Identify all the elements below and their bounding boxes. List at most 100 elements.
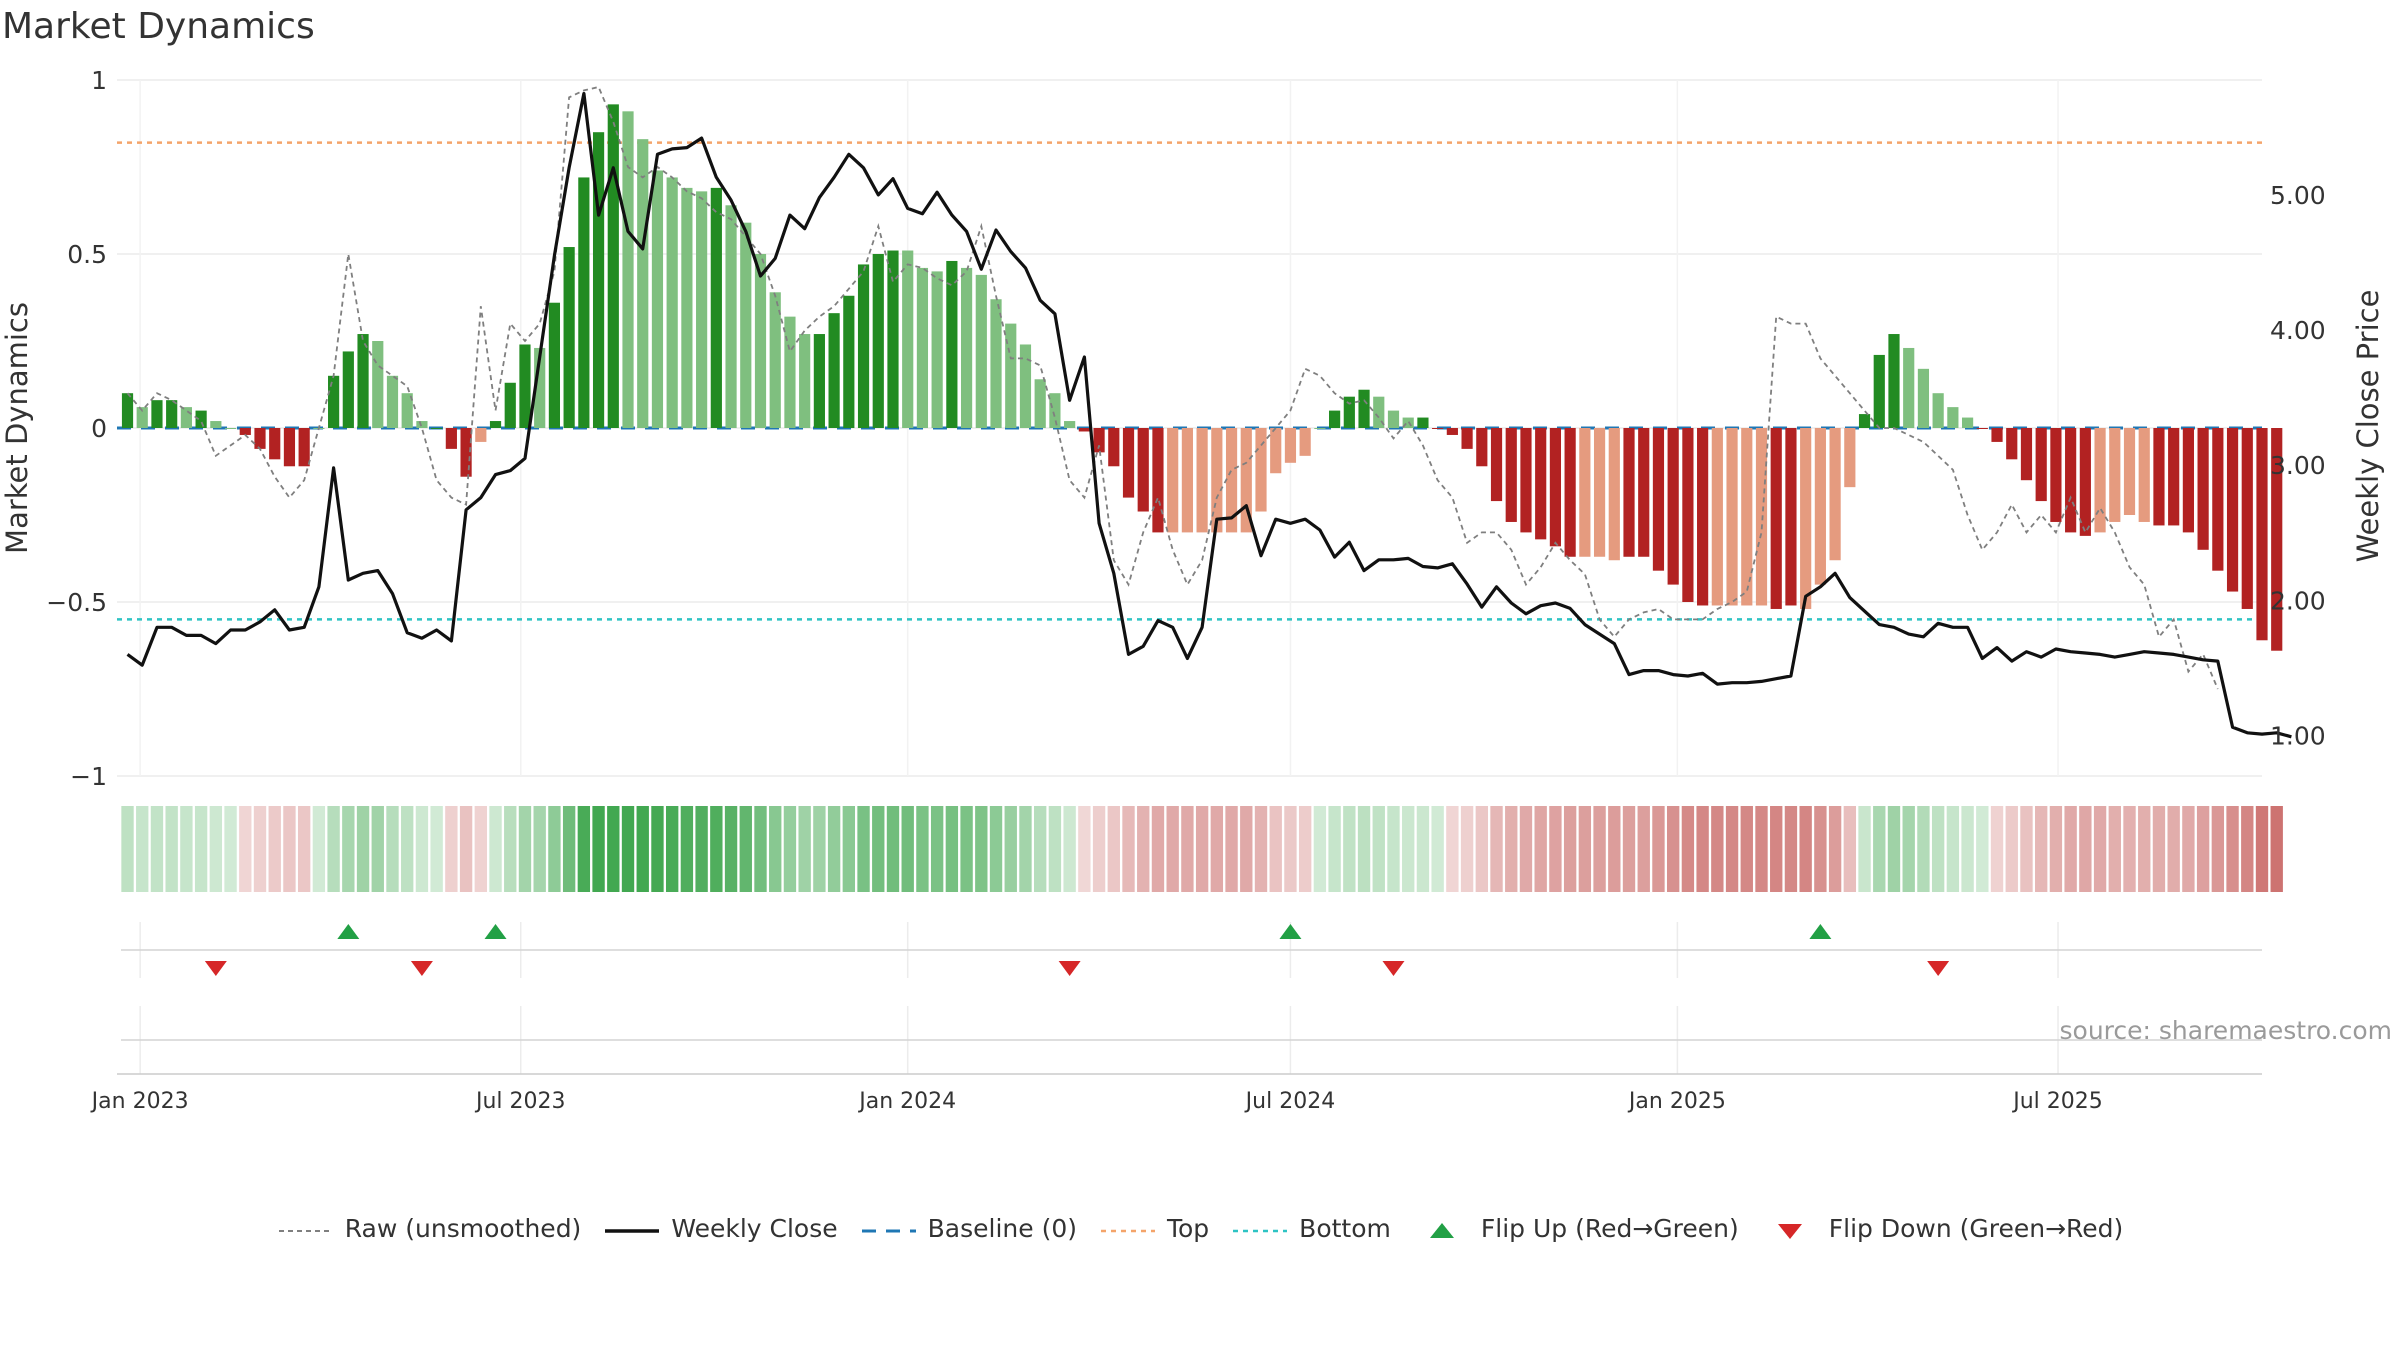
heat-strip-cell — [1063, 806, 1076, 892]
heat-strip-cell — [651, 806, 664, 892]
momentum-bar — [1225, 428, 1238, 533]
momentum-bar — [342, 351, 354, 428]
momentum-bar — [1461, 428, 1473, 449]
heat-strip-cell — [1475, 806, 1488, 892]
momentum-bar — [1137, 428, 1149, 512]
legend-key-top-icon — [1099, 1218, 1157, 1238]
flip-down-marker — [1927, 961, 1950, 976]
momentum-bar — [283, 428, 296, 467]
momentum-bar — [799, 334, 811, 428]
heat-strip-cell — [415, 806, 429, 892]
chart-title: Market Dynamics — [2, 6, 315, 47]
heat-strip-cell — [548, 806, 561, 892]
momentum-bar — [1299, 428, 1311, 456]
flip-down-marker — [1382, 961, 1405, 976]
heat-strip-cell — [1770, 806, 1783, 892]
momentum-bar — [754, 254, 767, 428]
y-tick-label-right: 3.00 — [2270, 451, 2326, 480]
momentum-bar — [1623, 428, 1635, 557]
heat-strip-cell — [1460, 806, 1474, 892]
heat-strip-cell — [150, 806, 164, 892]
momentum-bar — [2182, 428, 2194, 533]
momentum-bar — [1520, 428, 1532, 533]
heat-strip-cell — [1107, 806, 1120, 892]
momentum-bar — [1549, 428, 1562, 547]
momentum-bar — [1608, 428, 1620, 561]
momentum-bar — [1991, 428, 2003, 442]
chart-legend: Raw (unsmoothed) Weekly Close Baseline (0)… — [0, 1208, 2400, 1248]
momentum-bar — [578, 177, 590, 428]
legend-item-flip-up: Flip Up (Red→Green) — [1413, 1214, 1739, 1243]
momentum-bar — [1373, 396, 1385, 428]
momentum-bar — [254, 428, 266, 449]
momentum-bar — [357, 334, 369, 428]
momentum-bar — [1387, 410, 1400, 428]
momentum-bar — [740, 222, 752, 428]
momentum-bar — [1446, 428, 1458, 435]
heat-strip-cell — [283, 806, 296, 892]
heat-strip-cell — [504, 806, 517, 892]
legend-label: Flip Up (Red→Green) — [1480, 1213, 1739, 1243]
momentum-bar — [1932, 393, 1944, 428]
heat-strip-cell — [2196, 806, 2210, 892]
heat-strip-cell — [533, 806, 546, 892]
heat-strip-cell — [798, 806, 811, 892]
heat-strip-cell — [901, 806, 914, 892]
momentum-bar — [666, 177, 678, 428]
heat-strip-cell — [2167, 806, 2180, 892]
momentum-bar — [1755, 428, 1768, 606]
heat-strip-cell — [783, 806, 797, 892]
heat-strip-cell — [695, 806, 708, 892]
y-tick-label-left: 0 — [91, 414, 107, 443]
momentum-bar — [504, 382, 516, 428]
momentum-bar — [1049, 393, 1061, 428]
momentum-bar — [990, 299, 1002, 428]
flip-up-marker — [1809, 924, 1832, 939]
heat-strip-cell — [386, 806, 399, 892]
heat-strip-cell — [1240, 806, 1253, 892]
heat-strip-cell — [975, 806, 988, 892]
momentum-bar — [1314, 428, 1326, 429]
x-tick-label: Jan 2023 — [90, 1089, 189, 1114]
momentum-bar — [1917, 368, 1930, 428]
heat-strip-cell — [607, 806, 620, 892]
heat-strip-cell — [1990, 806, 2004, 892]
heat-strip-cell — [1755, 806, 1768, 892]
momentum-bar — [872, 254, 884, 428]
heat-strip-cell — [489, 806, 502, 892]
heat-strip-cell — [827, 806, 841, 892]
momentum-bar — [1770, 428, 1782, 609]
heat-strip-cell — [710, 806, 723, 892]
momentum-bar — [1593, 428, 1606, 557]
momentum-bar — [166, 400, 178, 428]
heat-strip-cell — [1946, 806, 1960, 892]
momentum-bar — [813, 334, 825, 428]
heat-strip-cell — [1004, 806, 1017, 892]
momentum-bar — [975, 274, 987, 428]
flip-up-marker — [1279, 924, 1302, 939]
momentum-bar — [2094, 428, 2106, 533]
heat-strip-cell — [724, 806, 738, 892]
momentum-bar — [1741, 428, 1753, 606]
momentum-bar — [2153, 428, 2165, 526]
momentum-bar — [1122, 428, 1135, 498]
heat-strip-cell — [1166, 806, 1179, 892]
momentum-bar — [607, 104, 619, 429]
momentum-bar — [1108, 428, 1120, 467]
heat-strip-cell — [1652, 806, 1665, 892]
heat-strip-cell — [1416, 806, 1430, 892]
momentum-bar — [2197, 428, 2209, 550]
weekly-close-series — [126, 91, 2292, 739]
momentum-bar — [1034, 379, 1046, 428]
momentum-bar — [902, 250, 914, 428]
heat-strip-cell — [1666, 806, 1680, 892]
momentum-bar — [2212, 428, 2224, 571]
momentum-bar — [2256, 428, 2268, 641]
heat-strip-cell — [1681, 806, 1695, 892]
heat-strip-cell — [430, 806, 443, 892]
momentum-bars — [121, 104, 2283, 651]
momentum-bar — [1211, 428, 1223, 533]
momentum-heat-strip — [121, 806, 2283, 892]
momentum-bar — [328, 375, 340, 428]
momentum-bar — [224, 428, 237, 429]
